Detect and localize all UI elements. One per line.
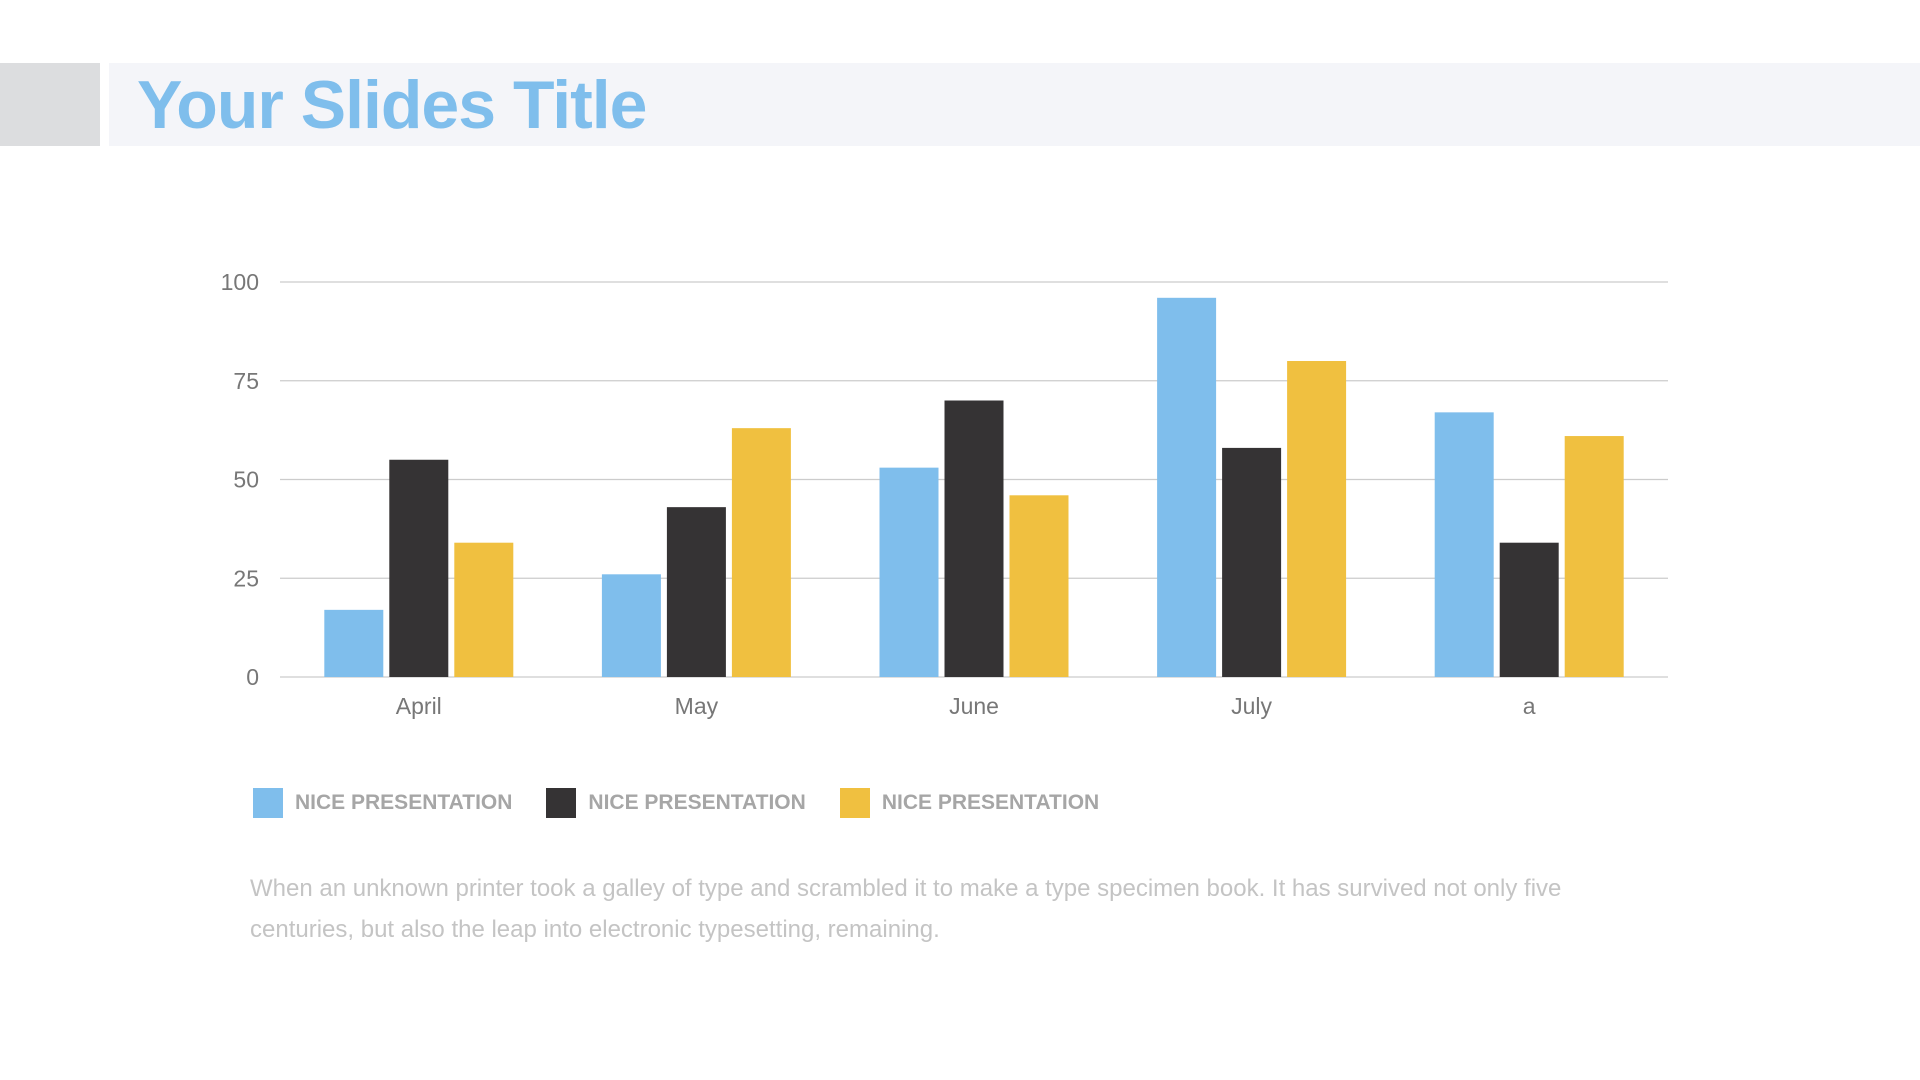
legend-swatch xyxy=(253,788,283,818)
title-bar: Your Slides Title xyxy=(109,63,1920,146)
bar-june-series-3 xyxy=(1009,495,1069,677)
legend-swatch xyxy=(546,788,577,818)
slide-title: Your Slides Title xyxy=(137,67,648,143)
bar-april-series-3 xyxy=(454,542,514,677)
title-accent-block xyxy=(0,63,100,146)
bar-july-series-2 xyxy=(1222,447,1282,677)
slide-caption: When an unknown printer took a galley of… xyxy=(250,875,1562,943)
bar-may-series-1 xyxy=(601,574,661,677)
x-tick-label: May xyxy=(675,693,719,719)
y-tick-label: 50 xyxy=(233,467,259,493)
bar-april-series-2 xyxy=(389,459,449,677)
legend-swatch xyxy=(839,788,870,818)
bar-a-series-2 xyxy=(1499,542,1559,677)
legend-label: NICE PRESENTATION xyxy=(881,791,1100,814)
chart-x-axis-ticks: April May June July a xyxy=(396,693,1536,719)
chart-y-axis-ticks: 0 25 50 75 100 xyxy=(221,269,259,690)
bar-chart: 0 25 50 75 100 April May June July a xyxy=(221,269,1668,719)
bar-a-series-1 xyxy=(1434,412,1494,677)
bar-may-series-3 xyxy=(731,428,791,677)
x-tick-label: a xyxy=(1523,693,1536,719)
y-tick-label: 100 xyxy=(221,269,259,295)
x-tick-label: April xyxy=(396,693,442,719)
bar-june-series-1 xyxy=(879,467,939,677)
legend-item-series-3: NICE PRESENTATION xyxy=(839,788,1100,818)
bar-july-series-3 xyxy=(1287,361,1347,677)
bar-april-series-1 xyxy=(324,609,384,677)
bar-july-series-1 xyxy=(1157,297,1217,677)
legend-label: NICE PRESENTATION xyxy=(588,791,806,814)
bar-may-series-2 xyxy=(666,507,726,677)
x-tick-label: July xyxy=(1231,693,1272,719)
chart-legend: NICE PRESENTATION NICE PRESENTATION NICE P… xyxy=(253,788,1133,818)
bar-a-series-3 xyxy=(1564,436,1624,677)
y-tick-label: 75 xyxy=(233,368,259,394)
legend-item-series-2: NICE PRESENTATION xyxy=(546,788,806,818)
chart-bars xyxy=(324,297,1624,677)
y-tick-label: 25 xyxy=(233,565,259,591)
y-tick-label: 0 xyxy=(246,664,259,690)
x-tick-label: June xyxy=(949,693,999,719)
legend-label: NICE PRESENTATION xyxy=(295,791,513,814)
legend-item-series-1: NICE PRESENTATION xyxy=(253,788,512,818)
bar-june-series-2 xyxy=(944,400,1004,677)
